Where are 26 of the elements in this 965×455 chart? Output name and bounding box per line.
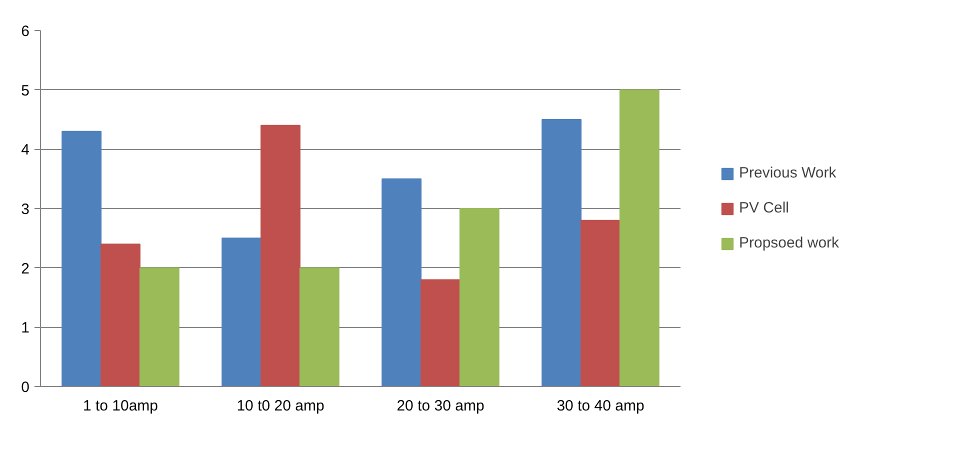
bar [619,89,660,386]
y-tick-label: 2 [21,260,30,278]
x-tick-label: 1 to 10amp [82,398,158,414]
bar [139,267,180,386]
y-tick-label: 3 [21,201,30,218]
bar [260,124,300,386]
bar [100,244,140,386]
y-tick-label: 1 [21,320,30,337]
bar [382,178,422,386]
legend-label: PV Cell [739,200,790,216]
bar [299,267,340,386]
x-tick-label: 20 to 30 amp [396,398,484,414]
bar [222,238,262,386]
bar [420,279,460,386]
bar [459,208,500,386]
y-tick-label: 5 [21,82,30,100]
y-tick-label: 4 [21,142,30,159]
bar [542,119,582,386]
x-tick-label: 30 to 40 amp [556,398,644,414]
legend-label: Previous Work [739,164,836,182]
y-tick-label: 6 [21,23,30,40]
x-tick-label: 10 t0 20 amp [236,398,324,414]
legend-label: Propsoed work [739,234,840,252]
bar [580,220,620,386]
y-tick-label: 0 [21,379,30,396]
bar [62,130,102,386]
